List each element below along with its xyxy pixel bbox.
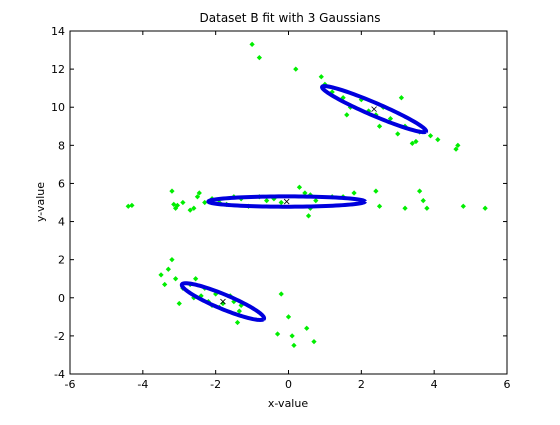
data-point	[420, 197, 426, 204]
gaussian-center-marker	[371, 106, 377, 112]
data-point	[289, 333, 295, 339]
data-point	[202, 199, 208, 206]
data-point	[296, 184, 303, 190]
data-point	[172, 276, 179, 282]
gaussian-ellipse	[320, 84, 429, 135]
data-point	[460, 203, 466, 209]
data-point	[304, 325, 310, 331]
data-point	[351, 190, 357, 196]
gaussian-ellipse	[206, 194, 367, 209]
data-point	[193, 276, 199, 282]
data-point	[376, 123, 383, 129]
data-point	[187, 207, 193, 213]
y-tick-label: 12	[51, 63, 65, 76]
data-point	[285, 314, 292, 320]
y-axis: -4 -2 0 2 4 6 8 10 12 14	[51, 25, 507, 381]
data-point	[191, 205, 197, 211]
data-point	[158, 272, 164, 278]
data-point	[311, 338, 317, 345]
chart-title: Dataset B fit with 3 Gaussians	[200, 11, 381, 25]
data-point	[435, 136, 441, 143]
gaussian-ellipse	[179, 281, 267, 322]
gaussian-centers	[220, 106, 377, 305]
data-point	[171, 201, 177, 208]
data-point	[398, 95, 405, 101]
data-point	[129, 202, 135, 208]
plot-frame	[69, 30, 508, 375]
data-point	[278, 291, 284, 297]
data-point	[402, 205, 408, 211]
data-point	[165, 266, 171, 272]
data-point	[455, 142, 461, 148]
data-point	[395, 131, 401, 137]
x-tick-label: 2	[358, 378, 365, 391]
y-tick-label: -4	[54, 368, 65, 381]
data-point	[234, 319, 241, 326]
data-point	[453, 146, 459, 152]
data-point	[313, 197, 319, 204]
data-point	[409, 140, 415, 147]
data-point	[274, 331, 281, 337]
y-tick-label: 4	[58, 216, 65, 229]
y-tick-label: 8	[58, 139, 65, 152]
data-point	[427, 133, 434, 139]
x-tick-label: 0	[285, 378, 292, 391]
x-tick-label: -2	[210, 378, 221, 391]
gaussian-center-marker	[283, 198, 290, 205]
data-point	[169, 188, 175, 194]
x-tick-label: -6	[65, 378, 76, 391]
data-point	[482, 205, 488, 211]
data-point	[256, 55, 262, 61]
data-point	[344, 112, 350, 118]
data-point	[196, 190, 202, 196]
data-point	[249, 41, 255, 47]
data-point	[174, 202, 181, 208]
data-point	[416, 188, 423, 194]
data-point	[162, 281, 168, 288]
data-point	[291, 342, 297, 349]
data-point	[194, 194, 201, 200]
y-tick-label: 2	[58, 254, 65, 267]
x-tick-label: 6	[504, 378, 511, 391]
plot-area	[70, 31, 507, 374]
x-axis: -6 -4 -2 0 2 4 6	[65, 31, 511, 391]
data-point	[180, 199, 186, 206]
data-point	[176, 300, 182, 307]
x-tick-label: 4	[431, 378, 438, 391]
x-axis-label: x-value	[268, 397, 308, 410]
data-point	[264, 197, 270, 204]
data-point	[413, 138, 419, 145]
y-tick-label: 6	[58, 177, 65, 190]
y-tick-label: 14	[51, 25, 65, 38]
data-point	[318, 74, 324, 80]
y-tick-label: -2	[54, 330, 65, 343]
data-point	[424, 205, 430, 211]
data-point	[373, 188, 379, 194]
gaussian-ellipses	[179, 84, 429, 322]
y-axis-label: y-value	[34, 182, 47, 222]
x-tick-label: -4	[137, 378, 148, 391]
data-point	[305, 213, 312, 219]
data-point	[376, 203, 383, 209]
gaussian-center-marker	[220, 298, 226, 305]
data-point	[169, 257, 175, 263]
y-tick-label: 0	[58, 292, 65, 305]
data-point	[293, 66, 299, 72]
y-tick-label: 10	[51, 101, 65, 114]
